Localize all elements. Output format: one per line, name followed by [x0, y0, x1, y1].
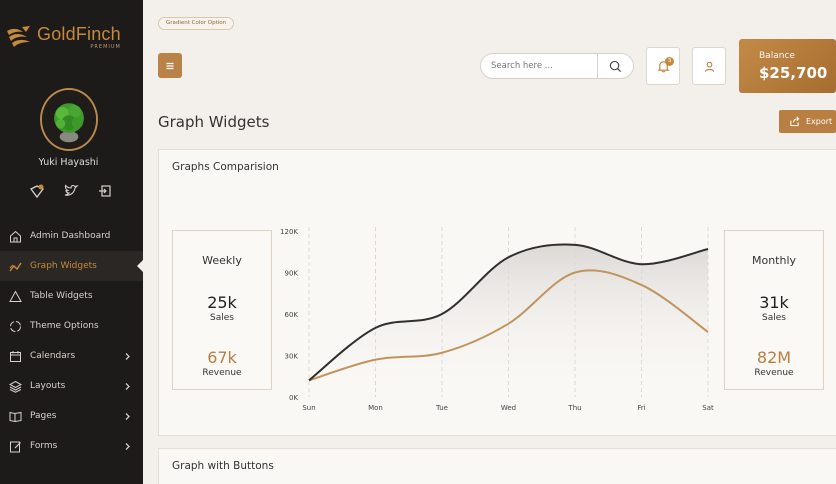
sales-value: 25k [207, 293, 237, 312]
monthly-stats-box: Monthly 31k Sales 82M Revenue [724, 230, 824, 390]
user-check-icon[interactable] [29, 183, 45, 199]
calendar-icon [9, 350, 22, 363]
sidebar: GoldFinch PREMIUM Yuki Hayashi [0, 0, 144, 484]
list-icon [166, 62, 174, 69]
comparison-chart: 0K 30K 60K 90K 120K Sun Mon Tue Wed Thu Fri Sat [280, 227, 714, 412]
sidebar-social [29, 183, 113, 199]
sidebar-item-label: Forms [30, 441, 58, 451]
card-title: Graph with Buttons [172, 460, 274, 472]
brand-name: GoldFinch [37, 23, 121, 44]
sidebar-item-admin-dashboard[interactable]: Admin Dashboard [0, 221, 143, 251]
chevron-right-icon [123, 352, 132, 361]
balance-label: Balance [759, 51, 795, 61]
menu-toggle-button[interactable] [158, 53, 182, 78]
x-tick-label: Sat [702, 404, 714, 412]
x-tick-label: Thu [567, 404, 581, 412]
y-tick-label: 30K [285, 353, 299, 361]
user-profile-button[interactable] [692, 47, 726, 85]
card-title: Graphs Comparision [172, 161, 279, 173]
brand-logo[interactable]: GoldFinch PREMIUM [4, 22, 121, 52]
search-divider [597, 53, 598, 79]
triangle-icon [9, 289, 22, 303]
y-tick-label: 0K [289, 394, 298, 402]
book-icon [9, 410, 22, 423]
logout-icon[interactable] [97, 183, 113, 199]
search-button[interactable] [598, 54, 633, 78]
weekly-stats-box: Weekly 25k Sales 67k Revenue [172, 230, 272, 390]
user-icon [704, 61, 714, 72]
page-title: Graph Widgets [158, 113, 270, 131]
series-area [309, 244, 708, 397]
export-label: Export [806, 117, 833, 126]
chevron-right-icon [123, 382, 132, 391]
search-icon [609, 60, 622, 72]
chevron-right-icon [123, 442, 132, 451]
x-tick-label: Wed [501, 404, 516, 412]
sidebar-item-label: Graph Widgets [30, 261, 97, 271]
avatar[interactable] [40, 88, 98, 151]
twitter-icon[interactable] [63, 183, 79, 199]
revenue-label: Revenue [754, 368, 794, 378]
sidebar-item-theme-options[interactable]: Theme Options [0, 311, 143, 341]
edit-icon [9, 440, 22, 453]
revenue-value: 82M [756, 348, 792, 367]
export-button[interactable]: Export [779, 110, 836, 133]
sidebar-item-label: Pages [30, 411, 57, 421]
sidebar-item-calendars[interactable]: Calendars [0, 341, 143, 371]
x-tick-label: Mon [368, 404, 383, 412]
gradient-color-option-pill[interactable]: Gradient Color Option [158, 17, 235, 30]
y-tick-label: 120K [280, 228, 298, 236]
sidebar-item-label: Layouts [30, 381, 66, 391]
stat-period: Monthly [751, 254, 797, 267]
search-input[interactable] [481, 61, 597, 71]
stat-period: Weekly [202, 254, 242, 267]
x-tick-label: Fri [637, 404, 645, 412]
sidebar-item-label: Theme Options [30, 321, 99, 331]
search-bar [480, 53, 634, 79]
sidebar-menu: Admin Dashboard Graph Widgets Table Widg… [0, 221, 144, 461]
x-tick-label: Sun [302, 404, 315, 412]
series-line-dark [308, 243, 709, 382]
chart-line-icon [9, 260, 22, 273]
sales-label: Sales [210, 313, 234, 323]
circle-dashed-icon [9, 320, 22, 333]
sidebar-item-graph-widgets[interactable]: Graph Widgets [0, 251, 144, 281]
goldfinch-logo-icon [7, 26, 30, 47]
balance-value: $25,700 [759, 64, 828, 82]
y-tick-label: 60K [285, 311, 299, 319]
username: Yuki Hayashi [38, 157, 99, 168]
series-line-gold [308, 269, 709, 382]
graphs-comparison-card: Graphs Comparision Weekly 25k Sales 67k … [158, 149, 836, 436]
sidebar-item-table-widgets[interactable]: Table Widgets [0, 281, 143, 311]
sidebar-item-pages[interactable]: Pages [0, 401, 143, 431]
revenue-label: Revenue [202, 368, 242, 378]
avatar-plant-image [42, 90, 96, 149]
sidebar-item-layouts[interactable]: Layouts [0, 371, 143, 401]
sidebar-item-forms[interactable]: Forms [0, 431, 143, 461]
y-tick-label: 90K [285, 270, 299, 278]
share-icon [790, 116, 800, 127]
sales-value: 31k [759, 293, 789, 312]
graph-with-buttons-card: Graph with Buttons [158, 448, 836, 484]
revenue-value: 67k [207, 348, 237, 367]
layers-icon [9, 380, 22, 393]
sidebar-item-label: Admin Dashboard [30, 231, 111, 241]
brand-sub: PREMIUM [90, 43, 121, 50]
notification-count-badge: 3 [665, 57, 674, 66]
x-tick-label: Tue [435, 404, 448, 412]
home-icon [9, 230, 22, 243]
sales-label: Sales [762, 313, 786, 323]
sidebar-item-label: Calendars [30, 351, 76, 361]
sidebar-item-label: Table Widgets [30, 291, 93, 301]
chevron-right-icon [123, 412, 132, 421]
notifications-button[interactable]: 3 [646, 47, 680, 85]
balance-card[interactable]: Balance $25,700 [739, 39, 836, 93]
